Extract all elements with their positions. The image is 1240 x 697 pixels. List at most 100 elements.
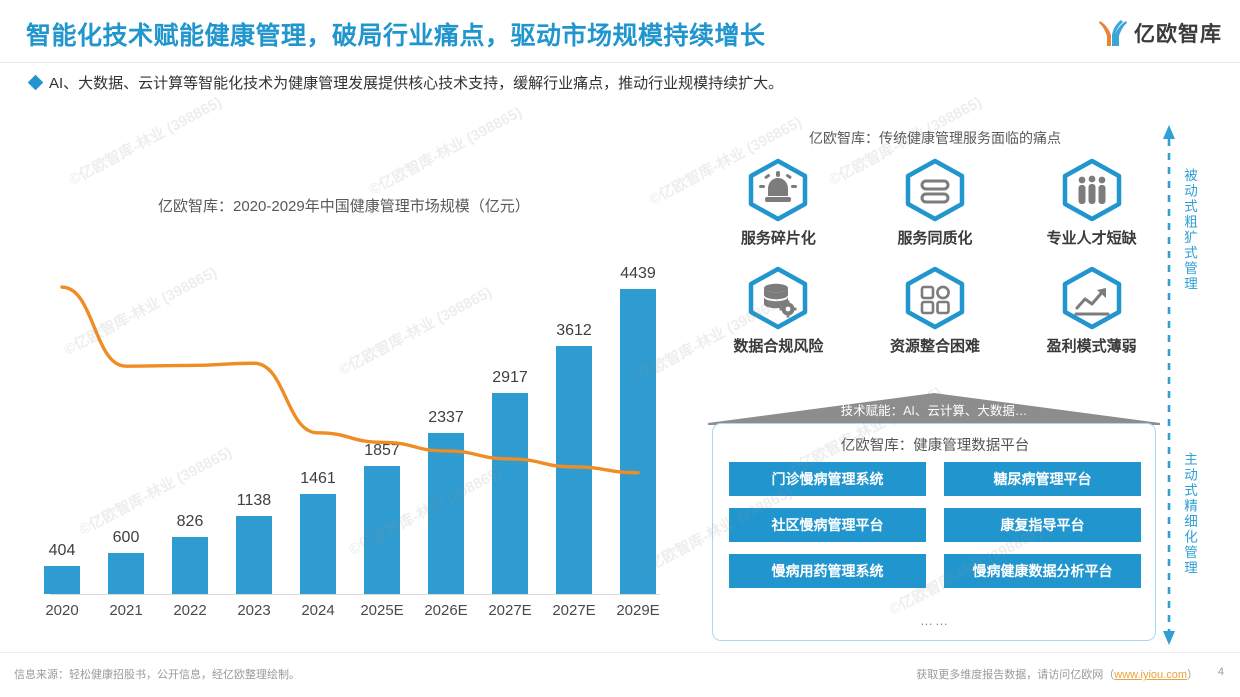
tech-enablement-banner: 技术赋能：AI、云计算、大数据…: [708, 393, 1160, 425]
bar-slot: 826: [158, 264, 222, 594]
pain-point-item: 资源整合困难: [857, 266, 1014, 356]
platform-item[interactable]: 康复指导平台: [944, 508, 1141, 542]
footer-cta-prefix: 获取更多维度报告数据，请访问亿欧网（: [916, 669, 1115, 681]
x-tick-label: 2020: [45, 602, 79, 619]
platform-items-grid: 门诊慢病管理系统 糖尿病管理平台 社区慢病管理平台 康复指导平台 慢病用药管理系统 慢病健…: [729, 462, 1141, 588]
chart-bar: [172, 537, 208, 594]
x-tick-label: 2023: [237, 602, 271, 619]
chart-plot-area: 404 600 826 1138 1461 1857 2337 2917 3612 4439: [30, 230, 670, 595]
axis-label-active: 主动式精细化管理: [1182, 452, 1197, 576]
brand-logo: 亿欧智库: [1096, 14, 1222, 52]
platform-item[interactable]: 社区慢病管理平台: [729, 508, 926, 542]
chart-bar: [300, 494, 336, 594]
x-tick-label: 2024: [301, 602, 335, 619]
chart-bar: [556, 346, 592, 594]
bar-value-label: 600: [112, 529, 140, 546]
chart-title: 亿欧智库：2020-2029年中国健康管理市场规模（亿元）: [158, 198, 530, 215]
double-arrow-dashed-icon: [1163, 125, 1175, 645]
platform-item[interactable]: 慢病用药管理系统: [729, 554, 926, 588]
bar-series: 404 600 826 1138 1461 1857 2337 2917 3612 4439: [30, 264, 670, 594]
pain-point-item: 专业人才短缺: [1013, 158, 1170, 248]
diamond-bullet-icon: [27, 74, 44, 91]
subtitle-row: AI、大数据、云计算等智能化技术为健康管理发展提供核心技术支持，缓解行业痛点，推…: [27, 72, 784, 93]
x-tick-label: 2025E: [360, 602, 404, 619]
bar-slot: 3612: [542, 264, 606, 594]
pain-point-label: 专业人才短缺: [1046, 230, 1137, 247]
platform-title: 亿欧智库：健康管理数据平台: [840, 438, 1030, 454]
footer-source: 信息来源：轻松健康招股书，公开信息，经亿欧整理绘制。: [14, 669, 300, 681]
pain-point-label: 资源整合困难: [889, 338, 980, 355]
bar-value-label: 1857: [364, 442, 400, 459]
chart-x-tick-labels: 2020 2021 2022 2023 2024 2025E 2026E 2027E 2027E…: [30, 602, 670, 628]
pain-points-grid: 服务碎片化 服务同质化 专业人才短缺数据合规风险 资源整合困难 盈利模式薄弱: [700, 158, 1170, 356]
platform-ellipsis: ……: [920, 613, 950, 628]
x-tick-label: 2026E: [424, 602, 468, 619]
tech-banner-text: 技术赋能：AI、云计算、大数据…: [840, 404, 1028, 418]
platform-item[interactable]: 慢病健康数据分析平台: [944, 554, 1141, 588]
database-gear-icon: [749, 266, 808, 330]
pain-points-title: 亿欧智库：传统健康管理服务面临的痛点: [809, 130, 1061, 146]
pain-point-label: 盈利模式薄弱: [1046, 338, 1137, 355]
pain-point-item: 服务同质化: [857, 158, 1014, 248]
chart-bar: [44, 566, 80, 594]
chart-x-axis: [50, 594, 660, 595]
platform-box: 亿欧智库：健康管理数据平台 门诊慢病管理系统 糖尿病管理平台 社区慢病管理平台 康复指…: [712, 423, 1156, 641]
bar-slot: 1857: [350, 264, 414, 594]
stacked-bars-icon: [905, 158, 965, 222]
bar-slot: 4439: [606, 264, 670, 594]
pain-point-label: 服务同质化: [897, 230, 973, 247]
page-number: 4: [1217, 666, 1224, 678]
trend-up-arrow-icon: [1062, 266, 1121, 330]
bar-slot: 2337: [414, 264, 478, 594]
x-tick-label: 2022: [173, 602, 207, 619]
bar-slot: 600: [94, 264, 158, 594]
bar-slot: 1138: [222, 264, 286, 594]
bar-value-label: 1138: [236, 492, 272, 509]
bar-value-label: 826: [176, 513, 204, 530]
bar-value-label: 2917: [492, 369, 528, 386]
logo-mark-icon: [1099, 20, 1127, 46]
four-shapes-icon: [905, 266, 965, 330]
market-size-chart: 亿欧智库：2020-2029年中国健康管理市场规模（亿元） 404 600 826 1…: [0, 110, 690, 650]
chart-bar: [492, 393, 528, 594]
footer-cta-suffix: ）: [1187, 669, 1198, 681]
header: 智能化技术赋能健康管理，破局行业痛点，驱动市场规模持续增长 亿欧智库: [0, 0, 1240, 63]
pain-point-item: 盈利模式薄弱: [1013, 266, 1170, 356]
pain-point-label: 服务碎片化: [740, 230, 816, 247]
people-group-icon: [1062, 158, 1121, 222]
header-divider: [0, 62, 1240, 63]
footer-cta: 获取更多维度报告数据，请访问亿欧网（www.iyiou.com）: [916, 666, 1198, 682]
alarm-siren-icon: [749, 158, 808, 222]
iyiou-website-link[interactable]: www.iyiou.com: [1114, 669, 1187, 681]
logo-text: 亿欧智库: [1134, 23, 1222, 46]
management-mode-axis: [1163, 125, 1175, 645]
bar-value-label: 4439: [620, 265, 656, 282]
chart-bar: [236, 516, 272, 594]
platform-item[interactable]: 糖尿病管理平台: [944, 462, 1141, 496]
axis-label-passive: 被动式粗犷式管理: [1182, 168, 1197, 292]
x-tick-label: 2027E: [488, 602, 532, 619]
bar-slot: 1461: [286, 264, 350, 594]
x-tick-label: 2029E: [616, 602, 660, 619]
x-tick-label: 2027E: [552, 602, 596, 619]
bar-value-label: 1461: [300, 470, 336, 487]
chart-bar: [364, 466, 400, 594]
bar-slot: 2917: [478, 264, 542, 594]
bar-value-label: 2337: [428, 409, 464, 426]
bar-value-label: 3612: [556, 322, 592, 339]
chart-bar: [620, 289, 656, 594]
chart-bar: [428, 433, 464, 594]
bar-slot: 404: [30, 264, 94, 594]
banner-chevron-shape: [708, 393, 1160, 425]
pain-point-item: 服务碎片化: [700, 158, 857, 248]
pain-point-label: 数据合规风险: [733, 338, 824, 355]
platform-item[interactable]: 门诊慢病管理系统: [729, 462, 926, 496]
page-title: 智能化技术赋能健康管理，破局行业痛点，驱动市场规模持续增长: [26, 22, 766, 50]
subtitle-text: AI、大数据、云计算等智能化技术为健康管理发展提供核心技术支持，缓解行业痛点，推…: [49, 75, 784, 92]
footer-divider: [0, 652, 1240, 653]
bar-value-label: 404: [48, 542, 76, 559]
x-tick-label: 2021: [109, 602, 143, 619]
pain-point-item: 数据合规风险: [700, 266, 857, 356]
chart-bar: [108, 553, 144, 594]
